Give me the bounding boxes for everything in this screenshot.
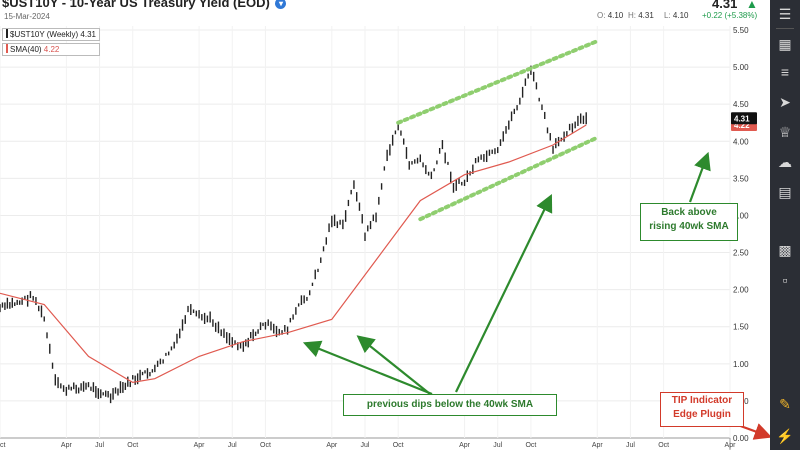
x-tick-label: Apr — [326, 442, 338, 449]
sma-axis-label: 4.22 — [734, 121, 750, 130]
y-tick-label: 3.50 — [733, 174, 749, 183]
legend-price[interactable]: $UST10Y (Weekly) 4.31 — [2, 28, 100, 41]
grid-icon[interactable]: ▦ — [778, 36, 792, 52]
y-tick-label: 3.00 — [733, 211, 749, 220]
y-tick-label: 4.00 — [733, 137, 749, 146]
y-tick-label: 2.00 — [733, 286, 749, 295]
document-icon[interactable]: ▤ — [778, 184, 792, 200]
x-tick-label: Jul — [95, 442, 104, 449]
x-tick-label: Jul — [626, 442, 635, 449]
price-axis-label: 4.31 — [734, 114, 750, 123]
sliders-icon[interactable]: ☰ — [778, 6, 792, 22]
chart-header: $UST10Y - 10-Year US Treasury Yield (EOD… — [0, 0, 770, 26]
channel-upper-line — [396, 39, 600, 125]
ohlc-low: L: 4.10 — [664, 11, 689, 20]
dips-annotation: previous dips below the 40wk SMA — [343, 394, 557, 416]
right-toolbar: ☰ ▦ ≡ ➤ ♕ ☁ ▤ ▩ ▫ ✎ ⚡ — [770, 0, 800, 450]
annotation-arrow — [356, 335, 431, 395]
x-tick-label: Jul — [361, 442, 370, 449]
chart-legend: $UST10Y (Weekly) 4.31 SMA(40) 4.22 — [2, 28, 100, 58]
x-tick-label: Jul — [228, 442, 237, 449]
channel-lower-line — [418, 135, 600, 222]
annotation-arrow — [455, 194, 553, 393]
y-tick-label: 1.00 — [733, 360, 749, 369]
x-tick-label: Apr — [459, 442, 471, 449]
y-tick-label: 5.00 — [733, 63, 749, 72]
chart-title: $UST10Y - 10-Year US Treasury Yield (EOD… — [2, 0, 287, 10]
x-tick-label: Oct — [260, 442, 271, 449]
y-tick-label: 0.00 — [733, 434, 749, 443]
pencil-icon[interactable]: ✎ — [779, 396, 791, 412]
x-tick-label: Apr — [725, 442, 737, 449]
sandbox-icon[interactable]: ▩ — [778, 242, 792, 258]
chevron-down-icon[interactable]: ▾ — [275, 0, 287, 9]
x-tick-label: Apr — [592, 442, 604, 449]
chart-date: 15-Mar-2024 — [4, 12, 50, 21]
up-arrow-icon: ▲ — [746, 0, 758, 11]
price-axis-label-bg — [731, 112, 757, 125]
x-tick-label: Oct — [393, 442, 404, 449]
plug-icon[interactable]: ⚡ — [776, 428, 794, 444]
ohlc-change: +0.22 (+5.38%) — [702, 11, 758, 20]
y-tick-label: 2.50 — [733, 249, 749, 258]
rocket-icon[interactable]: ➤ — [779, 94, 791, 110]
list-icon[interactable]: ≡ — [780, 64, 790, 80]
y-tick-label: 1.50 — [733, 323, 749, 332]
legend-sma[interactable]: SMA(40) 4.22 — [2, 43, 100, 56]
ohlc-high: H: 4.31 — [628, 11, 654, 20]
x-tick-label: Apr — [61, 442, 73, 449]
back-above-annotation: Back above rising 40wk SMA — [640, 203, 738, 241]
cloud-icon[interactable]: ☁ — [778, 154, 792, 170]
tip-plugin-annotation: TIP Indicator Edge Plugin — [660, 392, 744, 427]
x-tick-label: Apr — [194, 442, 206, 449]
annotation-arrow — [688, 151, 711, 203]
last-price: 4.31 — [712, 0, 738, 11]
sma-line — [0, 124, 587, 384]
chart-title-text: $UST10Y - 10-Year US Treasury Yield (EOD… — [2, 0, 270, 10]
x-tick-label: Oct — [127, 442, 138, 449]
y-tick-label: 4.50 — [733, 100, 749, 109]
x-tick-label: Oct — [0, 442, 5, 449]
y-tick-label: 5.50 — [733, 26, 749, 35]
x-tick-label: Jul — [493, 442, 502, 449]
chartlist-icon[interactable]: ▫ — [782, 272, 788, 288]
x-tick-label: Oct — [658, 442, 669, 449]
trophy-icon[interactable]: ♕ — [778, 124, 792, 140]
x-tick-label: Oct — [525, 442, 536, 449]
annotation-arrow — [302, 340, 433, 396]
ohlc-open: O: 4.10 — [597, 11, 624, 20]
